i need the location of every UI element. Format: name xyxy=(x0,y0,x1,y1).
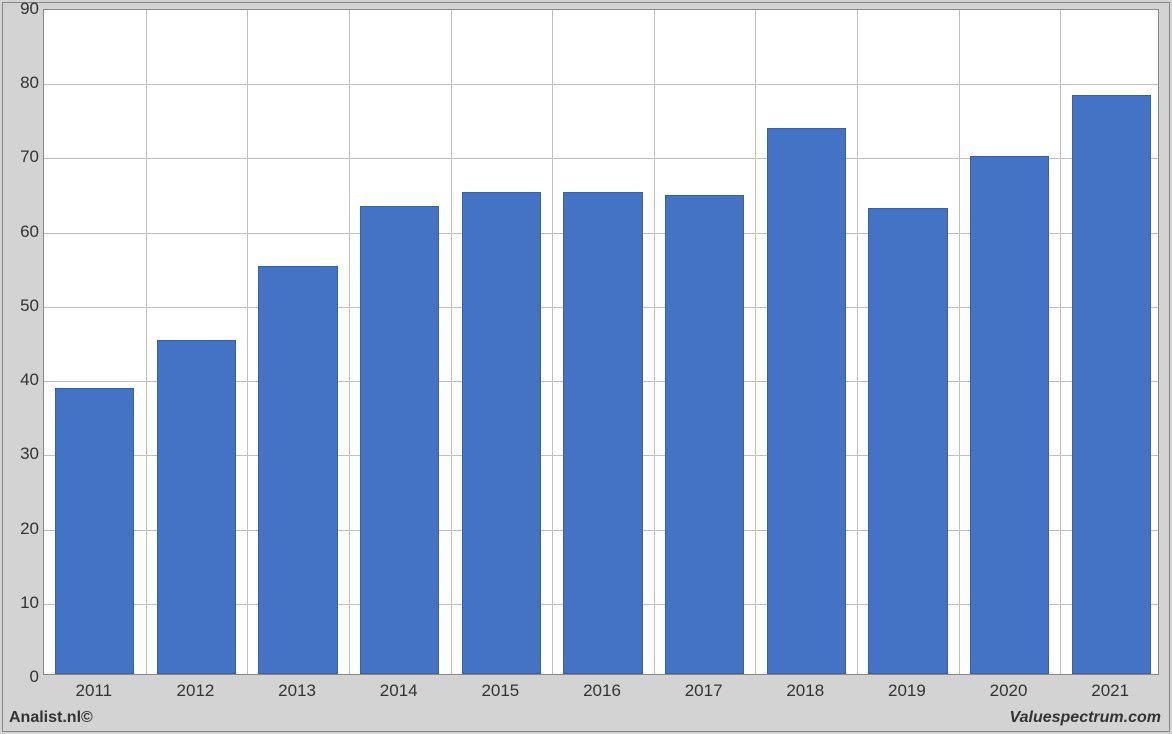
gridline-v xyxy=(349,10,350,674)
bar xyxy=(767,128,846,674)
bar xyxy=(1072,95,1151,674)
ytick-label: 10 xyxy=(3,593,39,613)
xtick-label: 2013 xyxy=(278,681,316,701)
bar xyxy=(665,195,744,674)
xtick-label: 2020 xyxy=(990,681,1028,701)
credit-left: Analist.nl© xyxy=(9,709,93,727)
gridline-v xyxy=(959,10,960,674)
gridline-v xyxy=(552,10,553,674)
chart-frame: 0 10 20 30 40 50 60 70 80 90 2011 2012 2013 2014 2015… xyxy=(2,2,1170,732)
credit-right: Valuespectrum.com xyxy=(1010,709,1161,727)
gridline-h xyxy=(44,84,1158,85)
bar xyxy=(970,156,1049,674)
ytick-label: 70 xyxy=(3,147,39,167)
xtick-label: 2016 xyxy=(583,681,621,701)
bar xyxy=(563,192,642,674)
xtick-label: 2012 xyxy=(177,681,215,701)
xtick-label: 2019 xyxy=(888,681,926,701)
gridline-v xyxy=(247,10,248,674)
xtick-label: 2018 xyxy=(786,681,824,701)
ytick-label: 50 xyxy=(3,296,39,316)
gridline-v xyxy=(146,10,147,674)
ytick-label: 40 xyxy=(3,370,39,390)
gridline-v xyxy=(451,10,452,674)
ytick-label: 20 xyxy=(3,519,39,539)
ytick-label: 0 xyxy=(3,667,39,687)
ytick-label: 60 xyxy=(3,222,39,242)
gridline-v xyxy=(857,10,858,674)
plot-area xyxy=(43,9,1159,675)
bar xyxy=(360,206,439,674)
bar xyxy=(157,340,236,674)
bar xyxy=(868,208,947,674)
ytick-label: 30 xyxy=(3,444,39,464)
xtick-label: 2015 xyxy=(481,681,519,701)
gridline-v xyxy=(1060,10,1061,674)
gridline-v xyxy=(755,10,756,674)
bar xyxy=(462,192,541,674)
ytick-label: 80 xyxy=(3,73,39,93)
xtick-label: 2014 xyxy=(380,681,418,701)
xtick-label: 2011 xyxy=(76,681,113,701)
gridline-v xyxy=(654,10,655,674)
bar xyxy=(258,266,337,674)
xtick-label: 2017 xyxy=(685,681,723,701)
xtick-label: 2021 xyxy=(1091,681,1129,701)
bar xyxy=(55,388,134,674)
ytick-label: 90 xyxy=(3,0,39,19)
